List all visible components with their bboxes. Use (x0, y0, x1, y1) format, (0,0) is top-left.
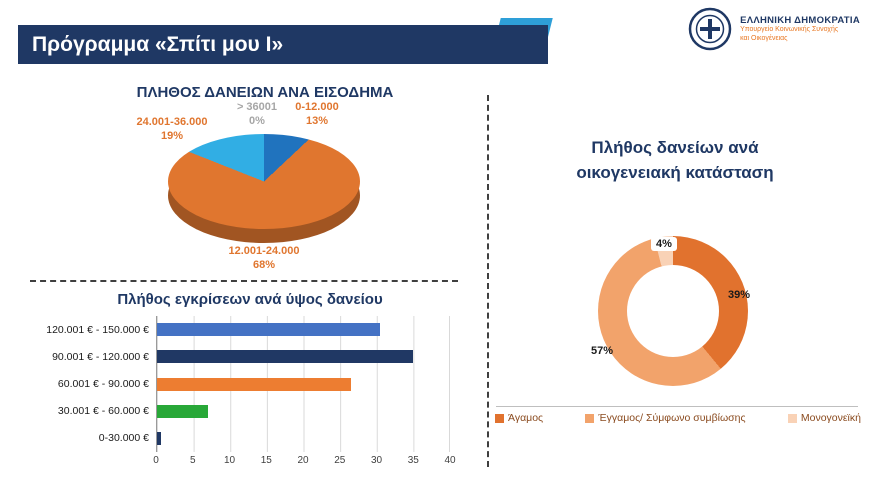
bar-row (157, 425, 450, 452)
pie-label-text: 24.001-36.000 (136, 116, 208, 128)
government-logo: ΕΛΛΗΝΙΚΗ ΔΗΜΟΚΡΑΤΙΑ Υπουργείο Κοινωνικής… (688, 7, 860, 51)
donut-pct-label-eggamos: 57% (591, 345, 614, 357)
pie-label-text: 12.001-24.000 (228, 245, 300, 257)
legend-item: Έγγαμος/ Σύμφωνο συμβίωσης (585, 412, 746, 424)
bar-category-label: 120.001 € - 150.000 € (46, 323, 149, 336)
bar-category-labels: 120.001 € - 150.000 € 90.001 € - 120.000… (38, 316, 156, 452)
pie-label-text: 0-12.000 (295, 101, 339, 113)
legend-label: Άγαμος (508, 412, 544, 424)
legend-swatch (585, 413, 595, 423)
logo-text: ΕΛΛΗΝΙΚΗ ΔΗΜΟΚΡΑΤΙΑ Υπουργείο Κοινωνικής… (740, 15, 860, 44)
donut-title-line2: οικογενειακή κατάσταση (576, 162, 774, 182)
bar-row (157, 398, 450, 425)
bar (157, 377, 352, 391)
legend-item: Μονογονεϊκή (787, 412, 861, 424)
bar-x-axis-ticks: 0 5 10 15 20 25 30 35 40 (153, 455, 455, 469)
axis-tick: 0 (153, 455, 159, 466)
bar (157, 350, 414, 364)
bar (157, 404, 209, 418)
horizontal-dashed-divider (30, 280, 458, 282)
bar-chart: 120.001 € - 150.000 € 90.001 € - 120.000… (38, 316, 450, 452)
bar-plot-area (156, 316, 450, 452)
bar-category-label: 90.001 € - 120.000 € (52, 350, 149, 363)
pie-chart (168, 134, 360, 229)
axis-tick: 30 (370, 455, 383, 466)
donut-pct-label-monogoneiki: 4% (651, 237, 677, 251)
pie-label-24001-36000: 24.001-36.000 19% (122, 116, 222, 144)
legend-label: Έγγαμος/ Σύμφωνο συμβίωσης (598, 412, 746, 424)
pie-label-pct: 68% (252, 258, 276, 271)
logo-dept-line1: Υπουργείο Κοινωνικής Συνοχής (740, 25, 839, 33)
pie-label-pct: 19% (160, 129, 184, 142)
logo-dept-line2: και Οικογένειας (740, 34, 788, 42)
pie-label-text: > 36001 (236, 101, 278, 113)
axis-tick: 5 (189, 455, 196, 466)
page-title: Πρόγραμμα «Σπίτι μου Ι» (32, 32, 284, 56)
axis-tick: 10 (223, 455, 236, 466)
pie-chart-title: ΠΛΗΘΟΣ ΔΑΝΕΙΩΝ ΑΝΑ ΕΙΣΟΔΗΜΑ (136, 84, 394, 101)
pie-label-0-12000: 0-12.000 13% (272, 101, 362, 129)
axis-tick: 15 (260, 455, 272, 466)
greek-coat-of-arms-icon (688, 7, 732, 51)
pie-label-pct: 13% (305, 114, 329, 127)
pie-label-12001-24000: 12.001-24.000 68% (208, 245, 320, 273)
logo-org-name: ΕΛΛΗΝΙΚΗ ΔΗΜΟΚΡΑΤΙΑ (740, 14, 860, 26)
pie-label-over-36001: > 36001 0% (212, 101, 302, 129)
donut-pct-label-agamos: 39% (728, 289, 751, 301)
donut-chart-title: Πλήθος δανείων ανά οικογενειακή κατάστασ… (510, 136, 840, 185)
legend-swatch (787, 413, 797, 423)
bar-category-label: 60.001 € - 90.000 € (57, 378, 149, 390)
donut-chart (598, 236, 748, 386)
vertical-dashed-divider (487, 95, 489, 467)
legend-label: Μονογονεϊκή (800, 412, 861, 424)
bar (157, 323, 381, 337)
bar-row (157, 316, 450, 343)
title-banner: Πρόγραμμα «Σπίτι μου Ι» (18, 25, 548, 64)
bar-category-label: 0-30.000 € (98, 432, 149, 445)
bar-row (157, 370, 450, 397)
pie-label-pct: 0% (249, 114, 265, 127)
bar-category-label: 30.001 € - 60.000 € (57, 405, 149, 418)
axis-tick: 35 (407, 455, 419, 466)
donut-title-line1: Πλήθος δανείων ανά (591, 138, 759, 157)
bar (157, 431, 161, 445)
bar-row (157, 343, 450, 370)
axis-tick: 25 (334, 455, 346, 466)
axis-tick: 40 (444, 455, 456, 466)
legend-item: Άγαμος (495, 412, 543, 424)
axis-tick: 20 (297, 455, 309, 466)
legend-divider (496, 406, 858, 407)
donut-legend: Άγαμος Έγγαμος/ Σύμφωνο συμβίωσης Μονογο… (495, 412, 861, 424)
bar-chart-title: Πλήθος εγκρίσεων ανά ύψος δανείου (117, 291, 383, 308)
legend-swatch (495, 413, 504, 423)
